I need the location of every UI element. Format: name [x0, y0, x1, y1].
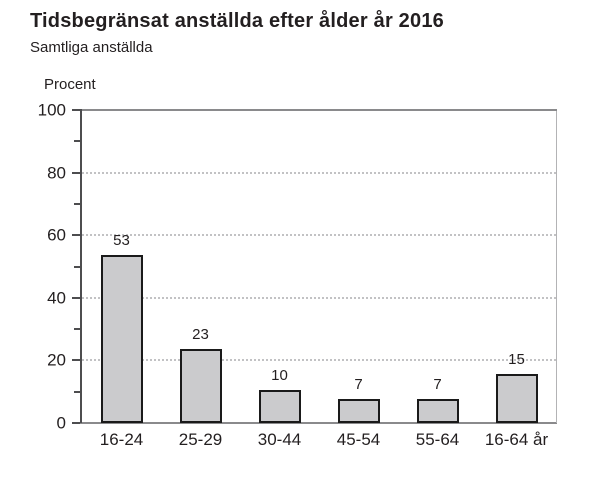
y-minor-tick-50	[74, 265, 80, 268]
x-tick-label-55-64: 55-64	[415, 430, 460, 449]
y-tick-label-100: 100	[37, 100, 66, 120]
bar-value-label: 23	[192, 326, 209, 344]
plot-frame-right	[556, 110, 557, 423]
y-axis-label: Procent	[44, 76, 96, 93]
y-minor-tick-70	[74, 202, 80, 205]
y-major-tick-100	[72, 109, 80, 111]
bar-group-25-29: 23	[161, 110, 240, 423]
x-axis-tick-labels: 16-24 25-29 30-44 45-54 55-64 16-64 år	[82, 430, 556, 450]
bar-group-16-64 år: 15	[477, 110, 556, 423]
y-tick-label-40: 40	[47, 288, 66, 308]
bar-group-45-54: 7	[319, 110, 398, 423]
y-axis-tick-labels: 0 20 40 60 80 100	[0, 102, 66, 432]
bar	[416, 399, 459, 423]
bar-value-label: 7	[354, 376, 363, 394]
chart-subtitle: Samtliga anställda	[30, 39, 153, 56]
y-axis-line	[80, 109, 82, 423]
bar	[179, 349, 222, 423]
gridline-20	[82, 359, 556, 362]
gridline-60	[82, 234, 556, 237]
x-tick-label-25-29: 25-29	[178, 430, 223, 449]
bar-value-label: 53	[113, 232, 130, 250]
bar-value-label: 7	[433, 376, 442, 394]
y-major-tick-20	[72, 359, 80, 362]
x-tick-label-45-54: 45-54	[336, 430, 381, 449]
bar	[495, 374, 538, 423]
y-major-tick-80	[72, 171, 80, 174]
bar	[100, 255, 143, 423]
y-tick-label-20: 20	[47, 350, 66, 370]
bar-value-label: 10	[271, 366, 288, 384]
x-tick-label-16-24: 16-24	[99, 430, 144, 449]
bar-group-16-24: 53	[82, 110, 161, 423]
bar-value-label: 15	[508, 351, 525, 369]
bar-group-30-44: 10	[240, 110, 319, 423]
y-tick-label-0: 0	[56, 413, 66, 433]
bar-group-55-64: 7	[398, 110, 477, 423]
bar-series: 53 23 10 7 7 15	[82, 110, 556, 423]
y-major-tick-60	[72, 234, 80, 237]
gridline-40	[82, 296, 556, 299]
plot-frame-top	[82, 109, 557, 111]
x-tick-label-16-64 år: 16-64 år	[484, 430, 549, 449]
chart-title: Tidsbegränsat anställda efter ålder år 2…	[30, 10, 444, 32]
y-tick-label-60: 60	[47, 225, 66, 245]
gridline-80	[82, 171, 556, 174]
y-major-tick-0	[72, 422, 80, 424]
y-minor-tick-10	[74, 390, 80, 393]
y-minor-tick-90	[74, 140, 80, 143]
y-tick-label-80: 80	[47, 163, 66, 183]
y-minor-tick-30	[74, 328, 80, 331]
x-tick-label-30-44: 30-44	[257, 430, 302, 449]
y-major-tick-40	[72, 296, 80, 299]
bar	[258, 389, 301, 423]
bar	[337, 399, 380, 423]
x-axis-line	[80, 422, 557, 424]
plot-area: 53 23 10 7 7 15	[72, 109, 557, 424]
